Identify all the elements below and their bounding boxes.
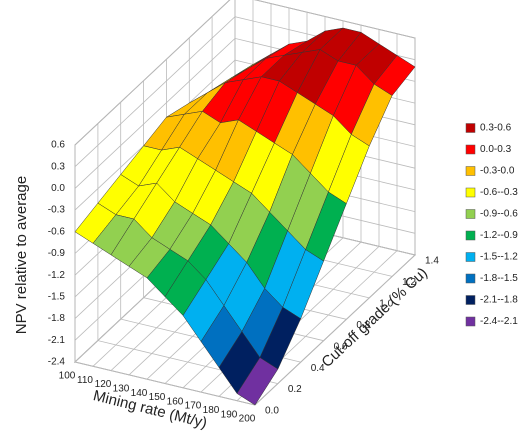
- x-tick-label: 190: [221, 409, 238, 420]
- x-tick-label: 150: [149, 392, 166, 403]
- z-tick-label: -0.6: [48, 226, 66, 237]
- x-tick-label: 160: [167, 396, 184, 407]
- legend-label: -0.6--0.3: [480, 187, 518, 198]
- y-tick-label: 1.0: [379, 298, 393, 309]
- legend-swatch: [465, 209, 476, 219]
- x-tick-label: 100: [59, 371, 76, 382]
- legend-swatch: [465, 295, 476, 305]
- legend-label: -1.2--0.9: [480, 230, 518, 241]
- z-tick-label: 0.0: [51, 183, 65, 194]
- legend-swatch: [465, 144, 476, 155]
- x-tick-label: 130: [113, 384, 130, 395]
- x-tick-label: 120: [95, 379, 112, 390]
- z-tick-label: -2.1: [48, 335, 66, 346]
- grid-line: [74, 145, 256, 406]
- x-tick-label: 170: [185, 401, 202, 412]
- x-tick-label: 180: [203, 405, 220, 416]
- y-tick-label: 1.2: [402, 277, 416, 288]
- z-tick-label: -0.9: [48, 248, 66, 259]
- z-tick-label: -1.5: [48, 292, 66, 303]
- surface-patch: [236, 357, 279, 406]
- y-tick-label: 0.8: [356, 320, 370, 331]
- y-tick-label: 0.6: [334, 341, 348, 352]
- y-tick-label: 0.4: [311, 363, 325, 374]
- x-tick-label: 140: [131, 388, 148, 399]
- legend-label: -1.8--1.5: [480, 273, 518, 284]
- legend-label: -2.4--2.1: [480, 316, 518, 327]
- z-tick-label: 0.6: [51, 140, 65, 151]
- legend-label: -0.3-0.0: [480, 166, 515, 177]
- z-tick-label: -2.4: [48, 357, 66, 368]
- z-axis-title: NPV relative to average: [13, 176, 30, 334]
- legend-swatch: [465, 316, 476, 327]
- legend-label: -1.5--1.2: [480, 252, 518, 263]
- grid-line: [97, 123, 278, 384]
- legend-label: 0.3-0.6: [480, 123, 512, 134]
- legend-label: -0.9--0.6: [480, 209, 518, 220]
- y-tick-label: 0.2: [288, 384, 302, 395]
- z-tick-label: -0.3: [48, 205, 66, 216]
- legend-swatch: [465, 230, 476, 241]
- z-tick-label: 0.3: [51, 161, 65, 172]
- y-tick-label: 0.0: [265, 406, 279, 417]
- legend-label: 0.0-0.3: [480, 144, 512, 155]
- legend-swatch: [465, 166, 476, 176]
- x-tick-label: 110: [77, 375, 93, 386]
- legend-swatch: [465, 123, 476, 133]
- legend-label: -2.1--1.8: [480, 295, 518, 306]
- x-tick-label: 200: [239, 414, 256, 425]
- z-tick-label: -1.2: [48, 270, 66, 281]
- legend-swatch: [465, 252, 476, 262]
- legend-swatch: [465, 187, 476, 198]
- legend-swatch: [465, 273, 476, 284]
- grid-line: [74, 0, 416, 146]
- y-tick-label: 1.4: [425, 256, 439, 267]
- z-tick-label: -1.8: [48, 313, 66, 324]
